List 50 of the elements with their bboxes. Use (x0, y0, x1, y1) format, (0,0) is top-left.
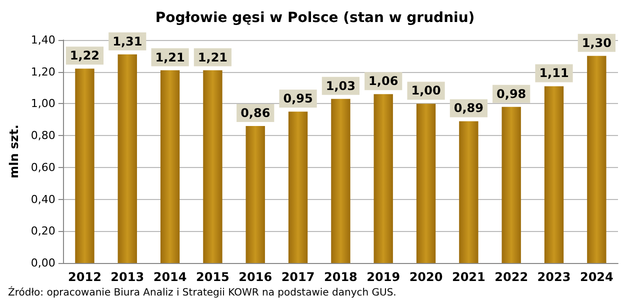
y-tick-label: 0,60 (30, 160, 56, 174)
data-label: 1,21 (198, 50, 228, 64)
bar (459, 121, 478, 263)
bar (160, 70, 180, 263)
y-tick-label: 0,00 (30, 256, 56, 270)
data-label: 1,31 (112, 34, 142, 48)
data-label: 1,21 (155, 50, 185, 64)
bar (416, 104, 436, 263)
y-tick-label: 1,40 (30, 34, 56, 46)
x-tick-label: 2014 (153, 270, 187, 284)
y-tick-label: 1,00 (30, 97, 56, 110)
y-tick-label: 0,80 (30, 129, 56, 142)
bar (544, 86, 564, 263)
bar (203, 70, 222, 263)
x-tick-label: 2019 (366, 270, 400, 284)
x-tick-label: 2018 (324, 270, 358, 284)
chart-title: Pogłowie gęsi w Polsce (stan w grudniu) (155, 10, 475, 26)
bar (502, 106, 521, 263)
x-tick-label: 2015 (196, 270, 230, 284)
data-label: 1,30 (582, 36, 612, 50)
bar (118, 54, 137, 263)
data-label: 0,86 (240, 106, 270, 120)
y-tick-label: 1,20 (30, 65, 56, 78)
x-tick-label: 2021 (452, 270, 486, 284)
x-tick-label: 2023 (537, 270, 571, 284)
data-label: 1,22 (70, 48, 100, 63)
data-label: 0,95 (283, 92, 313, 106)
x-tick-label: 2013 (110, 270, 144, 284)
x-tick-label: 2017 (281, 270, 315, 284)
x-tick-label: 2020 (409, 270, 443, 284)
bar (331, 98, 350, 263)
y-tick-label: 0,40 (30, 192, 56, 206)
x-tick-label: 2024 (580, 270, 614, 284)
x-tick-label: 2022 (494, 270, 528, 284)
bar (587, 56, 606, 263)
data-label: 1,00 (411, 84, 441, 98)
data-label: 0,98 (496, 86, 526, 101)
data-label: 1,11 (539, 66, 569, 80)
text: Źródło: opracowanie Biura Analiz i Strategii KOWR na podstawie danych GUS. (8, 286, 396, 298)
y-tick-label: 0,20 (30, 224, 56, 238)
data-label: 0,89 (454, 101, 484, 116)
y-axis-title: mln szt. (7, 124, 21, 178)
x-tick-label: 2012 (68, 270, 102, 284)
data-label: 1,06 (368, 74, 398, 88)
bar (374, 94, 393, 263)
bar (75, 68, 94, 263)
bar (288, 112, 308, 263)
bar (246, 126, 265, 263)
data-label: 1,03 (326, 78, 356, 93)
x-tick-label: 2016 (238, 270, 272, 284)
